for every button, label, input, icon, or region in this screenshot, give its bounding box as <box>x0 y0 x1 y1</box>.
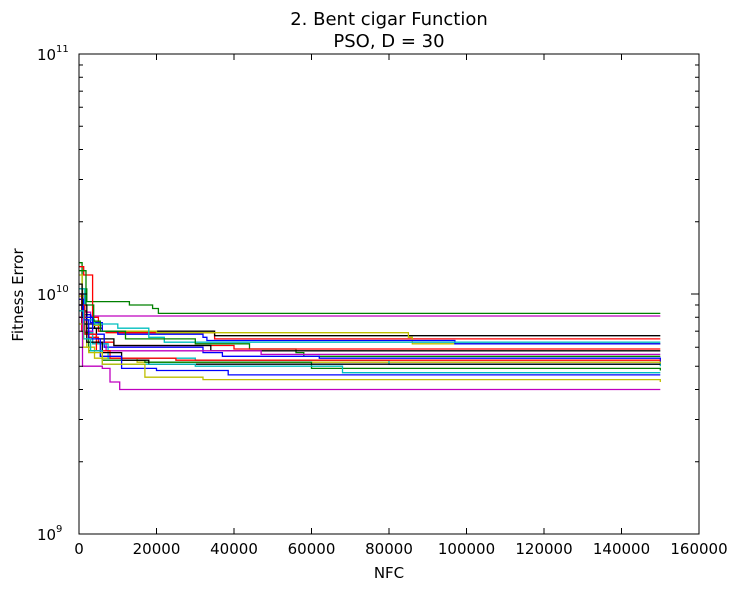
y-tick-label-1: 10 <box>37 286 56 304</box>
tick-labels: 0 20000 40000 60000 80000 100000 120000 140000 1… <box>37 44 728 558</box>
x-tick-label-7: 140000 <box>593 540 650 558</box>
x-tick-label-8: 160000 <box>670 540 727 558</box>
y-tick-label-0: 10 <box>37 526 56 544</box>
series-line-21 <box>79 316 661 391</box>
y-axis-label: Fitness Error <box>9 248 27 342</box>
x-tick-label-1: 20000 <box>133 540 181 558</box>
series-line-10 <box>79 304 661 352</box>
y-tick-exponent-2: 11 <box>56 44 69 55</box>
series-line-11 <box>79 293 661 363</box>
y-tick-exponent-1: 10 <box>56 284 69 295</box>
series-line-8 <box>79 270 661 357</box>
x-axis-label: NFC <box>374 564 404 582</box>
plot-frame <box>78 53 700 535</box>
plot-lines <box>79 262 661 391</box>
x-tick-label-3: 60000 <box>288 540 336 558</box>
x-tick-label-5: 100000 <box>438 540 495 558</box>
chart-title: 2. Bent cigar Function <box>290 9 488 30</box>
x-tick-label-2: 40000 <box>210 540 258 558</box>
y-tick-label-2: 10 <box>37 46 56 64</box>
x-tick-label-6: 120000 <box>515 540 572 558</box>
x-tick-label-4: 80000 <box>365 540 413 558</box>
x-tick-label-0: 0 <box>74 540 84 558</box>
y-tick-exponent-0: 9 <box>56 524 62 535</box>
chart-subtitle: PSO, D = 30 <box>333 31 444 52</box>
series-line-9 <box>79 293 661 350</box>
